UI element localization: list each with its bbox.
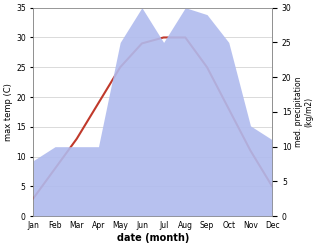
X-axis label: date (month): date (month) [117,233,189,243]
Y-axis label: med. precipitation
(kg/m2): med. precipitation (kg/m2) [294,77,314,147]
Y-axis label: max temp (C): max temp (C) [4,83,13,141]
